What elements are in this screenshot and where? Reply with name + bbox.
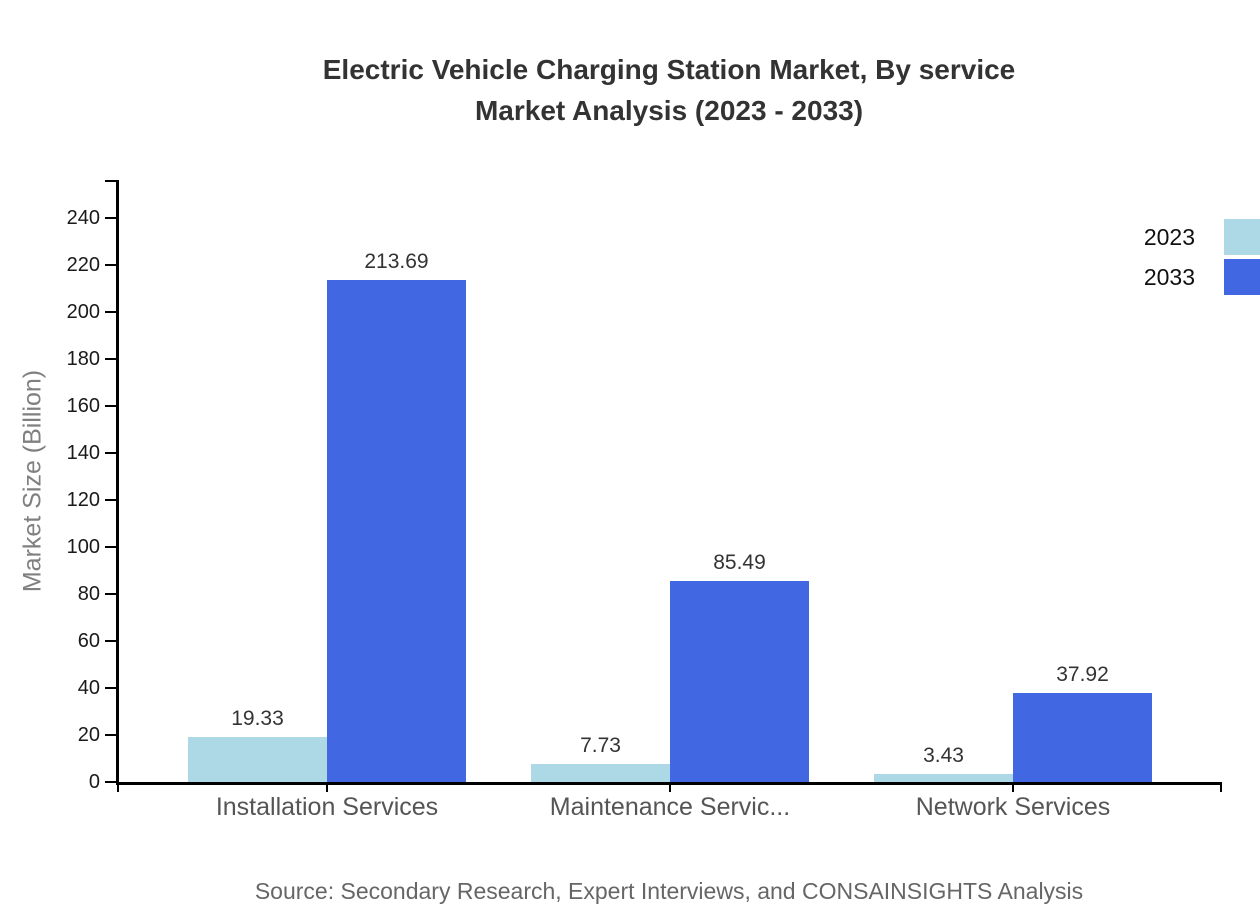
y-tick-label-0: 0 [88, 771, 100, 793]
y-tick-label-100: 100 [66, 536, 100, 558]
bar-2023-1 [531, 763, 670, 782]
y-tick-label-60: 60 [77, 630, 100, 652]
y-tick-label-200: 200 [66, 301, 100, 323]
category-label-1: Maintenance Servic... [549, 793, 791, 821]
y-tick-label-80: 80 [77, 583, 100, 605]
category-label-0: Installation Services [215, 793, 439, 821]
value-label-2033-0: 213.69 [364, 249, 429, 273]
y-tick-60 [105, 640, 118, 642]
y-tick-label-240: 240 [66, 207, 100, 229]
chart-title-line2: Market Analysis (2023 - 2033) [474, 95, 864, 126]
y-axis-end-tick [105, 180, 118, 182]
y-tick-label-180: 180 [66, 348, 100, 370]
y-tick-80 [105, 593, 118, 595]
y-tick-40 [105, 687, 118, 689]
value-label-2023-1: 7.73 [580, 733, 621, 757]
value-label-2033-1: 85.49 [713, 551, 766, 575]
bar-2033-0 [327, 279, 466, 782]
y-tick-label-220: 220 [66, 254, 100, 276]
bar-2023-0 [188, 736, 327, 782]
source-attribution: Source: Secondary Research, Expert Inter… [254, 878, 1084, 904]
legend-label-2033: 2033 [1143, 264, 1195, 290]
legend-swatch-2023-icon [1224, 219, 1260, 255]
legend-swatch-2033-icon [1224, 259, 1260, 295]
value-label-2033-2: 37.92 [1056, 662, 1109, 686]
legend-item-2023: 2023 [1144, 219, 1260, 255]
chart-title-line1: Electric Vehicle Charging Station Market… [322, 54, 1016, 85]
x-tick-0 [326, 782, 328, 792]
x-axis-left-end-tick [117, 782, 119, 792]
y-tick-100 [105, 546, 118, 548]
x-axis-line [116, 782, 1222, 785]
y-tick-0 [105, 781, 118, 783]
y-tick-label-140: 140 [66, 442, 100, 464]
y-tick-160 [105, 405, 118, 407]
y-tick-label-160: 160 [66, 395, 100, 417]
y-axis-line [116, 180, 119, 785]
bar-2023-2 [874, 773, 1013, 782]
x-axis-right-end-tick [1220, 782, 1222, 792]
y-tick-220 [105, 264, 118, 266]
y-tick-140 [105, 452, 118, 454]
y-tick-20 [105, 734, 118, 736]
legend-label-2023: 2023 [1143, 224, 1195, 250]
category-label-2: Network Services [915, 793, 1111, 821]
x-tick-1 [669, 782, 671, 792]
value-label-2023-0: 19.33 [231, 706, 284, 730]
y-tick-180 [105, 358, 118, 360]
y-tick-120 [105, 499, 118, 501]
y-tick-label-20: 20 [77, 724, 100, 746]
x-tick-2 [1012, 782, 1014, 792]
bar-2033-2 [1013, 692, 1152, 782]
y-tick-label-40: 40 [77, 677, 100, 699]
legend-item-2033: 2033 [1144, 259, 1260, 295]
value-label-2023-2: 3.43 [923, 743, 964, 767]
bar-2033-1 [670, 581, 809, 782]
y-tick-label-120: 120 [66, 489, 100, 511]
y-tick-200 [105, 311, 118, 313]
y-tick-240 [105, 217, 118, 219]
